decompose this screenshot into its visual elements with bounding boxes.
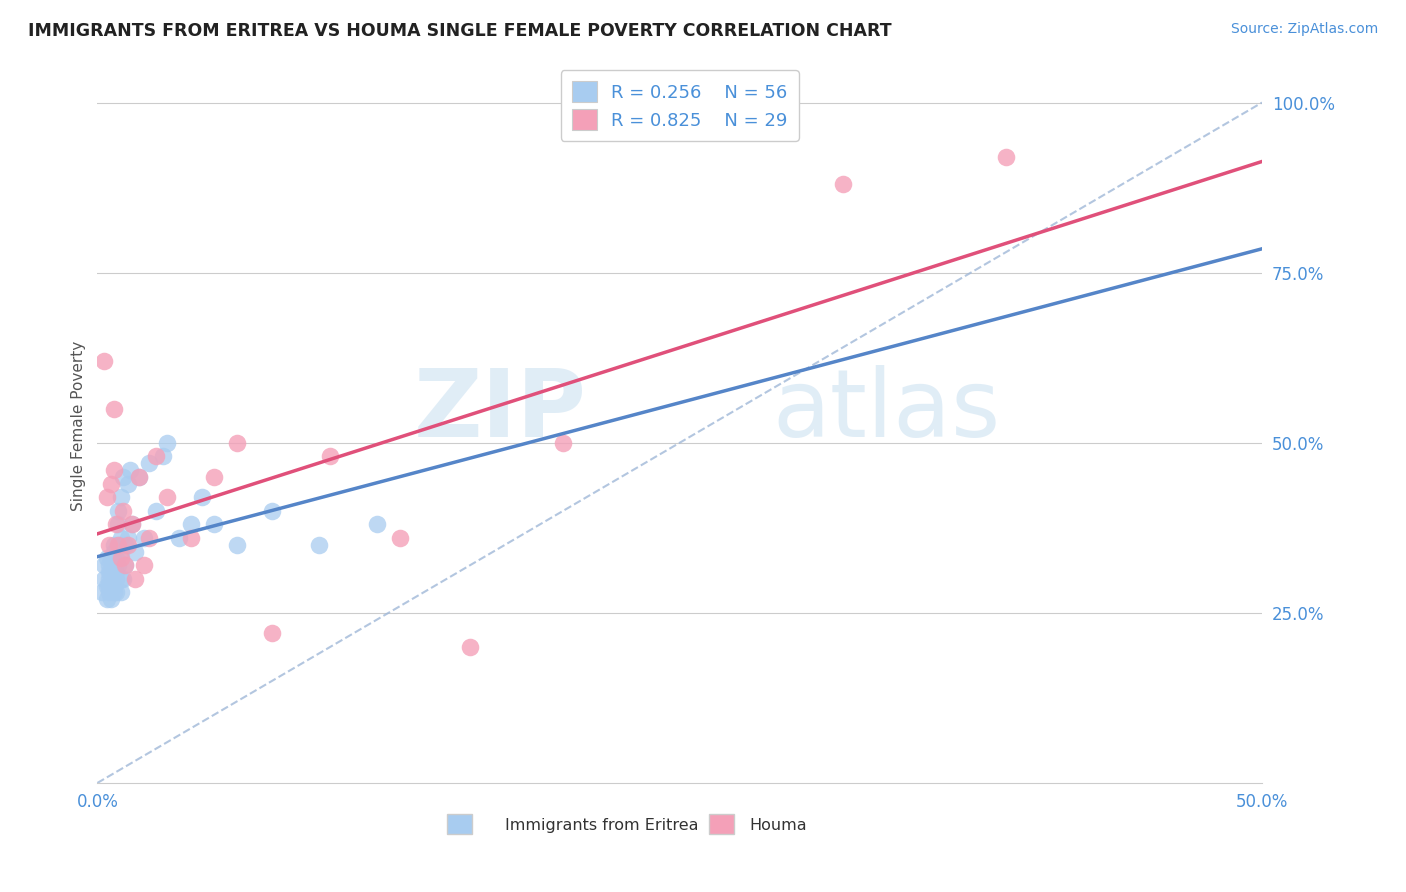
Point xyxy=(553,435,575,450)
Point xyxy=(103,463,125,477)
Point xyxy=(96,579,118,593)
Point xyxy=(98,585,121,599)
Point xyxy=(107,517,129,532)
Point xyxy=(226,538,249,552)
Point xyxy=(100,592,122,607)
Point xyxy=(121,517,143,532)
Text: atlas: atlas xyxy=(773,366,1001,458)
Text: Houma: Houma xyxy=(749,818,807,833)
Point xyxy=(110,531,132,545)
Point xyxy=(319,450,342,464)
Point xyxy=(118,463,141,477)
Point xyxy=(110,585,132,599)
Point xyxy=(114,558,136,573)
Point xyxy=(132,531,155,545)
Point xyxy=(156,435,179,450)
Point xyxy=(308,538,330,552)
Point xyxy=(202,469,225,483)
Point xyxy=(110,490,132,504)
Point xyxy=(100,551,122,566)
Text: Source: ZipAtlas.com: Source: ZipAtlas.com xyxy=(1230,22,1378,37)
Point xyxy=(128,469,150,483)
Point xyxy=(180,517,202,532)
Point xyxy=(389,531,412,545)
Point xyxy=(96,592,118,607)
Legend: R = 0.256    N = 56, R = 0.825    N = 29: R = 0.256 N = 56, R = 0.825 N = 29 xyxy=(561,70,799,141)
Point xyxy=(93,572,115,586)
Point xyxy=(104,572,127,586)
Text: IMMIGRANTS FROM ERITREA VS HOUMA SINGLE FEMALE POVERTY CORRELATION CHART: IMMIGRANTS FROM ERITREA VS HOUMA SINGLE … xyxy=(28,22,891,40)
Point xyxy=(111,469,134,483)
Point xyxy=(103,401,125,416)
Point xyxy=(458,640,481,654)
Point xyxy=(104,565,127,579)
Point xyxy=(260,504,283,518)
Point xyxy=(180,531,202,545)
Point xyxy=(138,456,160,470)
Point xyxy=(103,558,125,573)
Point xyxy=(110,551,132,566)
Point xyxy=(167,531,190,545)
Point xyxy=(138,531,160,545)
Point xyxy=(110,572,132,586)
Point xyxy=(103,585,125,599)
Point xyxy=(994,150,1017,164)
Point xyxy=(124,544,146,558)
Point xyxy=(93,354,115,368)
Point xyxy=(93,558,115,573)
Point xyxy=(98,538,121,552)
Point xyxy=(103,538,125,552)
Point xyxy=(98,558,121,573)
Point xyxy=(114,538,136,552)
Point xyxy=(104,517,127,532)
Point xyxy=(110,544,132,558)
Point xyxy=(100,572,122,586)
Point xyxy=(202,517,225,532)
Point xyxy=(128,469,150,483)
Point xyxy=(107,538,129,552)
Y-axis label: Single Female Poverty: Single Female Poverty xyxy=(72,341,86,511)
Point xyxy=(103,579,125,593)
Point xyxy=(91,585,114,599)
Point xyxy=(98,565,121,579)
Point xyxy=(107,558,129,573)
Point xyxy=(152,450,174,464)
Text: Immigrants from Eritrea: Immigrants from Eritrea xyxy=(505,818,699,833)
Point xyxy=(104,585,127,599)
Point xyxy=(121,517,143,532)
Point xyxy=(191,490,214,504)
Point xyxy=(260,626,283,640)
Point xyxy=(145,504,167,518)
Point xyxy=(117,476,139,491)
Point xyxy=(104,551,127,566)
Point xyxy=(156,490,179,504)
Point xyxy=(107,504,129,518)
Point xyxy=(132,558,155,573)
Point xyxy=(117,538,139,552)
Point xyxy=(107,538,129,552)
Point xyxy=(98,572,121,586)
Point xyxy=(145,450,167,464)
Point xyxy=(111,504,134,518)
FancyBboxPatch shape xyxy=(447,814,472,834)
Point xyxy=(226,435,249,450)
Point xyxy=(366,517,388,532)
Point xyxy=(100,565,122,579)
Text: ZIP: ZIP xyxy=(413,366,586,458)
Point xyxy=(96,490,118,504)
FancyBboxPatch shape xyxy=(709,814,734,834)
Point xyxy=(117,531,139,545)
Point xyxy=(98,579,121,593)
Point xyxy=(96,551,118,566)
Point xyxy=(831,177,853,191)
Point xyxy=(111,572,134,586)
Point xyxy=(114,558,136,573)
Point xyxy=(100,476,122,491)
Point xyxy=(103,544,125,558)
Point xyxy=(124,572,146,586)
